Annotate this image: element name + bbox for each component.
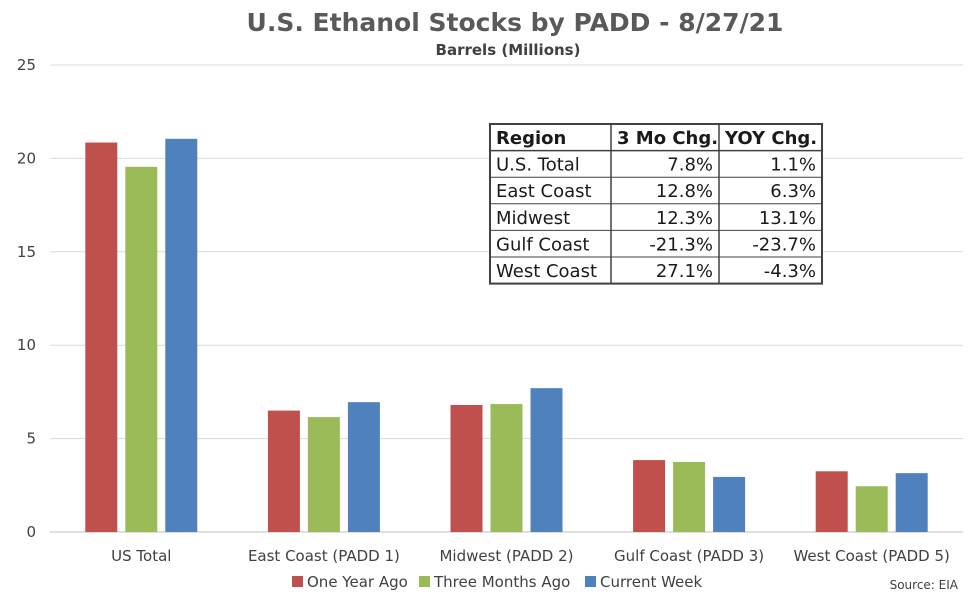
legend-label: Three Months Ago (433, 573, 570, 591)
y-tick-label: 5 (26, 430, 36, 448)
x-tick-label: West Coast (PADD 5) (793, 547, 949, 565)
bar-current-week (713, 476, 746, 532)
x-tick-label: Gulf Coast (PADD 3) (614, 547, 764, 565)
bar-one-year-ago (815, 471, 848, 532)
y-tick-label: 25 (17, 56, 36, 74)
y-tick-label: 20 (17, 149, 36, 167)
legend-label: One Year Ago (307, 573, 408, 591)
table-cell: Gulf Coast (496, 234, 589, 255)
table-cell: 27.1% (656, 261, 713, 282)
bar-three-months-ago (490, 404, 523, 532)
bar-current-week (347, 402, 380, 532)
bar-three-months-ago (855, 486, 888, 532)
table-cell: -23.7% (752, 234, 816, 255)
bar-one-year-ago (633, 460, 666, 532)
table-header-cell: Region (496, 128, 566, 149)
bar-one-year-ago (85, 142, 118, 532)
y-tick-label: 0 (26, 523, 36, 541)
legend-label: Current Week (600, 573, 703, 591)
table-cell: 12.8% (656, 181, 713, 202)
chart-title: U.S. Ethanol Stocks by PADD - 8/27/21 (247, 8, 784, 37)
table-cell: 7.8% (667, 155, 713, 176)
bar-current-week (165, 138, 198, 532)
chart-subtitle: Barrels (Millions) (436, 41, 581, 59)
bar-three-months-ago (673, 461, 706, 532)
table-cell: -4.3% (764, 261, 816, 282)
table-cell: Midwest (496, 208, 570, 229)
x-tick-label: East Coast (PADD 1) (248, 547, 400, 565)
x-axis-ticks: US Total East Coast (PADD 1) Midwest (PADD… (111, 547, 950, 565)
table-cell: 6.3% (770, 181, 816, 202)
table-header-cell: YOY Chg. (724, 128, 817, 149)
table-cell: -21.3% (649, 234, 713, 255)
y-axis-ticks: 0 5 10 15 20 25 (17, 56, 36, 541)
bar-one-year-ago (450, 404, 483, 532)
change-table: Region 3 Mo Chg. YOY Chg. U.S. Total 7.8% 1.1… (489, 123, 823, 285)
x-tick-label: US Total (111, 547, 171, 565)
legend-swatch (419, 576, 430, 587)
table-cell: West Coast (496, 261, 597, 282)
x-tick-label: Midwest (PADD 2) (439, 547, 573, 565)
bar-current-week (530, 388, 563, 532)
table-cell: East Coast (496, 181, 592, 202)
table-cell: U.S. Total (496, 155, 580, 176)
table-header-cell: 3 Mo Chg. (617, 128, 718, 149)
bar-one-year-ago (267, 410, 300, 532)
bars (85, 138, 928, 532)
bar-three-months-ago (307, 417, 340, 532)
bar-current-week (895, 473, 928, 532)
legend-swatch (292, 576, 303, 587)
source-note: Source: EIA (890, 578, 959, 592)
table-cell: 13.1% (759, 208, 816, 229)
legend: One Year Ago Three Months Ago Current Week (292, 573, 703, 591)
y-tick-label: 15 (17, 243, 36, 261)
y-tick-label: 10 (17, 336, 36, 354)
legend-swatch (585, 576, 596, 587)
table-cell: 1.1% (770, 155, 816, 176)
bar-three-months-ago (125, 166, 158, 532)
table-cell: 12.3% (656, 208, 713, 229)
